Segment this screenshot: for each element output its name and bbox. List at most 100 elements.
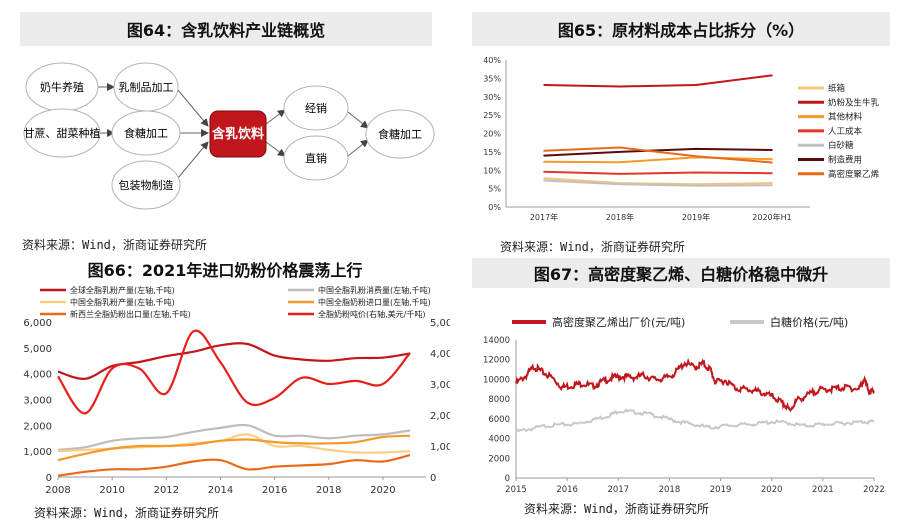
legend-label: 其他材料 (828, 112, 863, 123)
fig64-connectors (98, 83, 369, 179)
data-point (619, 146, 621, 149)
x-tick-label: 2014 (208, 485, 233, 496)
legend-label: 中国全脂乳粉产量(左轴,千吨) (70, 297, 175, 307)
x-tick-label: 2012 (154, 485, 179, 496)
x-tick-label: 2016 (262, 485, 287, 496)
legend-label: 高密度聚乙烯 (828, 169, 880, 180)
fig65-source: 资料来源：Wind，浙商证券研究所 (500, 240, 685, 254)
legend-label: 全球全脂乳粉产量(左轴,千吨) (70, 285, 175, 295)
fig64-diagram: 奶牛养殖 甘蔗、甜菜种植 乳制品加工 食糖加工 包装物制造 含乳饮料 经销 直 (23, 62, 435, 210)
data-point (695, 84, 697, 86)
svg-text:含乳饮料: 含乳饮料 (211, 126, 264, 142)
data-point (771, 184, 773, 187)
y-tick-label: 40% (483, 56, 501, 65)
y-tick-label: 12000 (483, 356, 510, 366)
y-tick-label: 30% (483, 93, 501, 102)
right-y-tick-label: 1,000 (430, 442, 450, 453)
node-packaging: 包装物制造 (111, 160, 181, 210)
x-tick-label: 2020年H1 (752, 212, 791, 222)
series-line (543, 177, 773, 186)
series-line (543, 156, 773, 164)
series-line (543, 179, 773, 187)
y-tick-label: 8000 (488, 395, 510, 405)
series-line (57, 453, 411, 477)
svg-text:食糖加工: 食糖加工 (378, 127, 422, 141)
data-point (619, 183, 621, 186)
left-y-tick-label: 5,000 (23, 344, 52, 355)
fig67-chart: 高密度聚乙烯出厂价(元/吨) 白糖价格(元/吨) 0 2000 4000 6000 8000… (483, 315, 885, 495)
x-tick-label: 2018年 (606, 212, 634, 222)
legend-label: 中国全脂乳粉消费量(左轴,千吨) (318, 285, 431, 295)
data-point (695, 155, 697, 158)
svg-text:乳制品加工: 乳制品加工 (119, 81, 174, 94)
x-tick-label: 2017 (607, 485, 629, 495)
legend-label: 白砂糖 (828, 140, 854, 151)
y-tick-label: 0% (488, 203, 501, 212)
y-tick-label: 35% (483, 74, 501, 83)
fig66-source: 资料来源：Wind，浙商证券研究所 (34, 506, 219, 520)
x-tick-label: 2017年 (530, 212, 558, 222)
left-y-tick-label: 2,000 (23, 421, 52, 432)
series-line (57, 329, 411, 415)
svg-text:甘蔗、甜菜种植: 甘蔗、甜菜种植 (24, 126, 101, 140)
data-point (543, 154, 545, 157)
data-point (771, 172, 773, 174)
data-point (619, 173, 621, 175)
data-point (771, 74, 773, 77)
svg-text:包装物制造: 包装物制造 (119, 178, 174, 192)
x-tick-label: 2018 (316, 485, 341, 496)
node-sugar-processing: 食糖加工 (111, 110, 181, 156)
x-tick-label: 2019 (710, 485, 732, 495)
node-dairy-farming: 奶牛养殖 (25, 62, 99, 112)
legend-label: 全脂奶粉吨价(右轴,美元/千吨) (318, 309, 425, 319)
y-tick-label: 10000 (483, 375, 510, 385)
left-y-tick-label: 6,000 (23, 318, 52, 329)
data-point (771, 161, 773, 164)
data-point (695, 171, 697, 174)
right-y-tick-label: 4,000 (430, 349, 450, 360)
data-point (543, 84, 545, 86)
series-line (57, 342, 411, 380)
data-point (543, 160, 545, 163)
series-line (57, 434, 411, 462)
legend-label: 纸箱 (828, 83, 846, 94)
data-point (695, 183, 697, 186)
x-tick-label: 2016 (556, 485, 578, 495)
legend-label: 中国全脂奶粉进口量(左轴,千吨) (318, 297, 431, 307)
left-y-tick-label: 0 (46, 473, 52, 484)
x-tick-label: 2022 (863, 485, 885, 495)
data-point (695, 148, 697, 150)
series-line (543, 147, 773, 157)
y-tick-label: 14000 (483, 336, 510, 346)
fig65-panel: 图65：原材料成本占比拆分（%） 0% 5% 10% 15% 20% 25% 30% 35% 4… (460, 0, 902, 260)
legend-label: 奶粉及生牛乳 (828, 97, 880, 108)
left-y-tick-label: 4,000 (23, 370, 52, 381)
y-tick-label: 4000 (488, 435, 510, 445)
series-line (57, 433, 411, 454)
fig67-title: 图67：高密度聚乙烯、白糖价格稳中微升 (472, 258, 890, 288)
series-line (515, 357, 875, 413)
x-tick-label: 2015 (505, 485, 527, 495)
y-tick-label: 10% (483, 166, 501, 175)
fig66-chart: 全球全脂乳粉产量(左轴,千吨) 中国全脂乳粉消费量(左轴,千吨) 中国全脂乳粉产量(… (23, 285, 450, 496)
series-line (515, 408, 875, 433)
data-point (619, 85, 621, 88)
node-center-dairy-drink: 含乳饮料 (209, 110, 267, 158)
x-tick-label: 2018 (659, 485, 681, 495)
x-tick-label: 2010 (99, 485, 124, 496)
fig64-title: 图64：含乳饮料产业链概览 (20, 12, 432, 46)
data-point (543, 179, 545, 182)
data-point (771, 149, 773, 151)
data-point (543, 170, 545, 173)
fig64-source: 资料来源：Wind，浙商证券研究所 (22, 238, 207, 252)
legend-label: 新西兰全脂奶粉出口量(左轴,千吨) (70, 309, 191, 319)
legend-label: 高密度聚乙烯出厂价(元/吨) (552, 315, 685, 329)
y-tick-label: 25% (483, 111, 501, 120)
node-sugarcane: 甘蔗、甜菜种植 (23, 108, 101, 158)
legend-label: 人工成本 (828, 126, 863, 137)
svg-text:奶牛养殖: 奶牛养殖 (40, 80, 84, 94)
legend-label: 白糖价格(元/吨) (770, 315, 848, 329)
x-tick-label: 2020 (370, 485, 395, 496)
right-y-tick-label: 0 (430, 473, 436, 484)
series-line (543, 146, 773, 164)
